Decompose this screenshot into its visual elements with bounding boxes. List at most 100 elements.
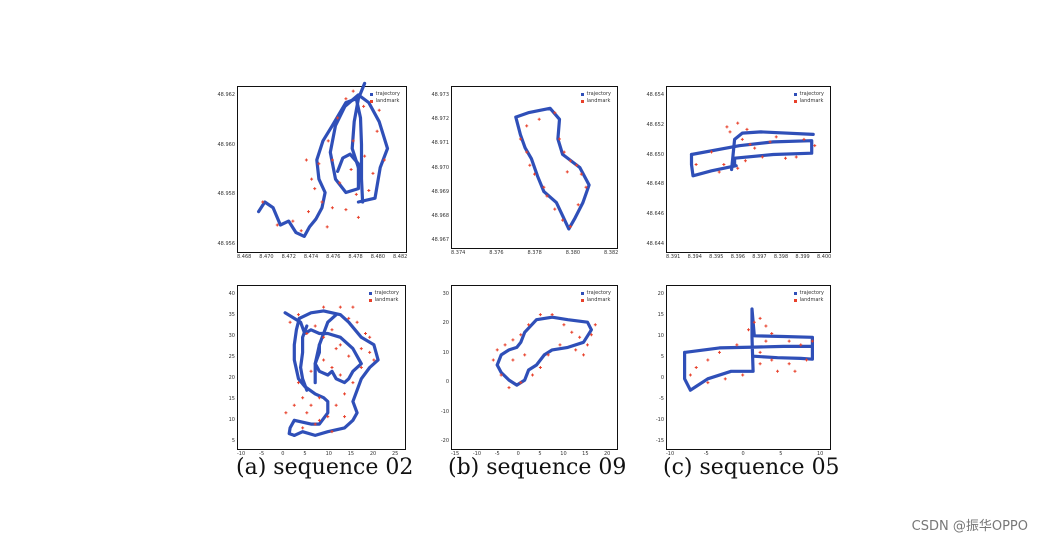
x-tick-label: 8.468	[237, 254, 252, 260]
landmark-point	[338, 181, 342, 185]
landmark-point	[805, 358, 809, 362]
x-tick-label: 8.380	[565, 250, 581, 256]
legend: trajectory landmark	[580, 290, 611, 304]
landmark-point	[310, 177, 314, 181]
landmark-point	[309, 403, 313, 407]
plot-svg	[689, 121, 817, 178]
x-tick-label: 10	[560, 451, 567, 457]
landmark-point	[363, 332, 367, 336]
x-tick-label: 8.482	[393, 254, 408, 260]
x-tick-label: 0	[281, 451, 285, 457]
landmark-point	[710, 150, 714, 154]
landmark-point	[330, 366, 334, 369]
y-tick-label: 10	[442, 349, 449, 356]
y-tick-label: 48.654	[646, 92, 665, 98]
landmark-point	[499, 373, 503, 377]
landmark-point	[309, 369, 313, 373]
landmark-point	[377, 108, 381, 112]
landmark-point	[770, 358, 774, 362]
landmark-point	[359, 366, 363, 369]
x-tick-label: 8.382	[604, 250, 619, 256]
landmark-point	[794, 155, 798, 159]
trajectory-line	[689, 152, 738, 178]
y-tick-label: 20	[442, 320, 449, 327]
landmark-point	[368, 335, 372, 339]
landmark-point	[725, 125, 729, 129]
legend-label-landmark: landmark	[586, 98, 611, 104]
y-tick-label: -10	[440, 408, 449, 415]
landmark-point	[764, 339, 768, 343]
legend-label-landmark: landmark	[799, 297, 824, 303]
landmark-point	[575, 163, 579, 167]
y-tick-label: 48.967	[431, 237, 450, 243]
y-tick-label: 48.646	[646, 211, 665, 218]
y-tick-label: 48.969	[431, 188, 450, 195]
x-tick-label: 8.395	[709, 254, 724, 260]
landmark-point	[787, 362, 791, 366]
landmark-point	[503, 343, 507, 347]
landmark-point	[347, 316, 351, 320]
legend-trajectory: trajectory	[369, 91, 400, 98]
landmark-point	[343, 392, 347, 396]
landmark-point	[354, 192, 358, 196]
landmark-point	[722, 162, 726, 166]
landmark-point	[338, 305, 342, 309]
x-tick-label: 8.374	[451, 250, 466, 256]
landmark-point	[356, 215, 360, 219]
landmark-point	[306, 210, 310, 214]
landmark-point	[545, 194, 549, 198]
legend: trajectory landmark	[580, 91, 611, 105]
y-tick-label: 48.960	[217, 141, 236, 148]
x-tick-label: 8.476	[326, 254, 341, 260]
landmark-point	[776, 369, 780, 373]
landmark-point	[301, 426, 305, 430]
landmark-point	[747, 328, 750, 332]
legend-label-landmark: landmark	[374, 297, 399, 303]
landmark-point	[368, 350, 372, 354]
landmark-point	[351, 139, 355, 143]
trajectory-line	[313, 313, 338, 385]
landmark-point	[760, 155, 764, 159]
landmark-point	[344, 97, 348, 101]
landmark-point	[694, 162, 698, 166]
legend-trajectory: trajectory	[580, 91, 611, 98]
landmark-point	[317, 418, 321, 422]
landmark-point	[495, 348, 499, 352]
landmark-point	[344, 208, 348, 212]
trajectory-line	[350, 81, 367, 170]
landmark-point	[774, 135, 778, 139]
landmark-point	[810, 339, 814, 343]
legend-swatch-landmark	[369, 100, 373, 103]
landmark-point	[291, 219, 295, 223]
landmark-point	[752, 320, 756, 324]
y-tick-label: 48.972	[431, 116, 450, 123]
trajectory-line	[495, 315, 593, 387]
landmark-point	[527, 323, 531, 327]
landmark-point	[568, 159, 572, 163]
landmark-point	[562, 323, 566, 327]
landmark-point	[322, 305, 326, 309]
landmark-point	[578, 335, 582, 339]
y-tick-label: -15	[655, 438, 664, 444]
landmark-point	[491, 358, 495, 362]
landmark-point	[525, 150, 529, 154]
x-tick-label: 20	[604, 451, 611, 457]
landmark-point	[550, 313, 554, 317]
legend-trajectory: trajectory	[368, 290, 399, 297]
y-tick-label: 30	[228, 333, 235, 339]
landmark-point	[349, 168, 353, 171]
y-tick-label: 35	[228, 312, 235, 318]
landmark-point	[740, 137, 744, 141]
trajectory-line	[287, 316, 330, 437]
legend-label-trajectory: trajectory	[586, 91, 611, 97]
landmark-point	[585, 343, 589, 347]
legend-landmark: landmark	[793, 98, 824, 105]
y-tick-label: 5	[660, 354, 664, 360]
landmark-point	[326, 139, 330, 143]
plot-bottom-b: -15 -10 -5 0 5 10 15 20 30 20 10 0 -10 -20 trajectory l…	[441, 285, 618, 457]
y-tick-label: 10	[657, 333, 664, 339]
x-tick-label: 10	[817, 451, 824, 457]
y-tick-label: 48.970	[431, 164, 450, 171]
landmark-point	[301, 396, 305, 400]
y-tick-label: 48.968	[431, 212, 450, 219]
